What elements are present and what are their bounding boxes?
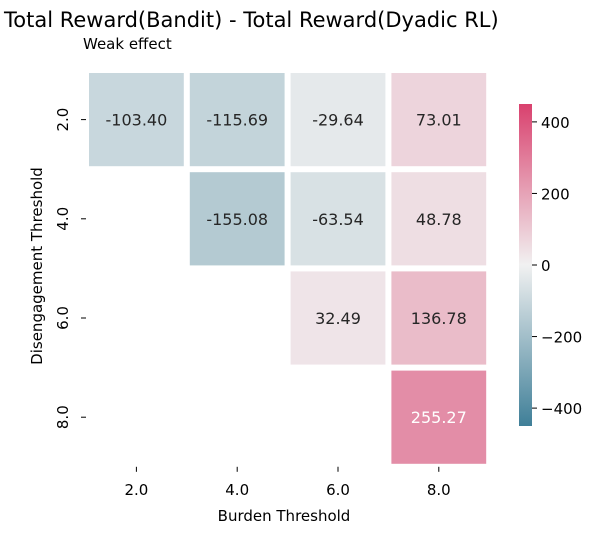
x-tick-label: 8.0 (427, 481, 451, 499)
heatmap-cell (391, 271, 487, 365)
colorbar-tick-label: −400 (541, 400, 582, 418)
cell-value-label: -103.40 (106, 111, 168, 130)
heatmap-cells: -103.40 -115.69 -29.64 73.01 -155.08 -63.54 48… (89, 73, 487, 464)
y-axis-label: Disengagement Threshold (28, 167, 46, 365)
chart-subtitle: Weak effect (83, 35, 172, 53)
cell-value-label: -115.69 (206, 111, 268, 130)
cell-value-label: -63.54 (312, 210, 364, 229)
cell-value-label: 32.49 (315, 309, 361, 328)
heatmap-cell (290, 271, 386, 365)
y-tick-label: 2.0 (54, 108, 72, 132)
heatmap-cell (189, 73, 285, 167)
heatmap-cell (189, 172, 285, 266)
y-tick-label: 4.0 (54, 207, 72, 231)
colorbar-gradient (519, 104, 532, 426)
cell-value-label: -29.64 (312, 111, 364, 130)
cell-value-label: 255.27 (411, 408, 467, 427)
heatmap-cell (391, 73, 487, 167)
cell-value-label: -155.08 (206, 210, 268, 229)
x-axis-label: Burden Threshold (218, 507, 351, 525)
colorbar-tick-label: 400 (541, 114, 570, 132)
heatmap-cell (290, 73, 386, 167)
heatmap-cell (391, 172, 487, 266)
cell-value-label: 73.01 (416, 111, 462, 130)
heatmap-cell (89, 73, 184, 167)
chart-title: Total Reward(Bandit) - Total Reward(Dyad… (3, 8, 499, 32)
x-tick-label: 4.0 (225, 481, 249, 499)
cell-value-label: 136.78 (411, 309, 467, 328)
colorbar: 400 200 0 −200 −400 (519, 104, 582, 426)
heatmap-cell (391, 370, 487, 464)
x-axis: 2.0 4.0 6.0 8.0 (124, 466, 451, 499)
y-tick-label: 6.0 (54, 306, 72, 330)
x-tick-label: 2.0 (124, 481, 148, 499)
heatmap-cell (290, 172, 386, 266)
x-tick-label: 6.0 (326, 481, 350, 499)
y-axis: 2.0 4.0 6.0 8.0 (54, 108, 86, 429)
colorbar-tick-label: 0 (541, 257, 551, 275)
colorbar-tick-label: −200 (541, 329, 582, 347)
colorbar-tick-label: 200 (541, 185, 570, 203)
y-tick-label: 8.0 (54, 405, 72, 429)
cell-value-label: 48.78 (416, 210, 462, 229)
